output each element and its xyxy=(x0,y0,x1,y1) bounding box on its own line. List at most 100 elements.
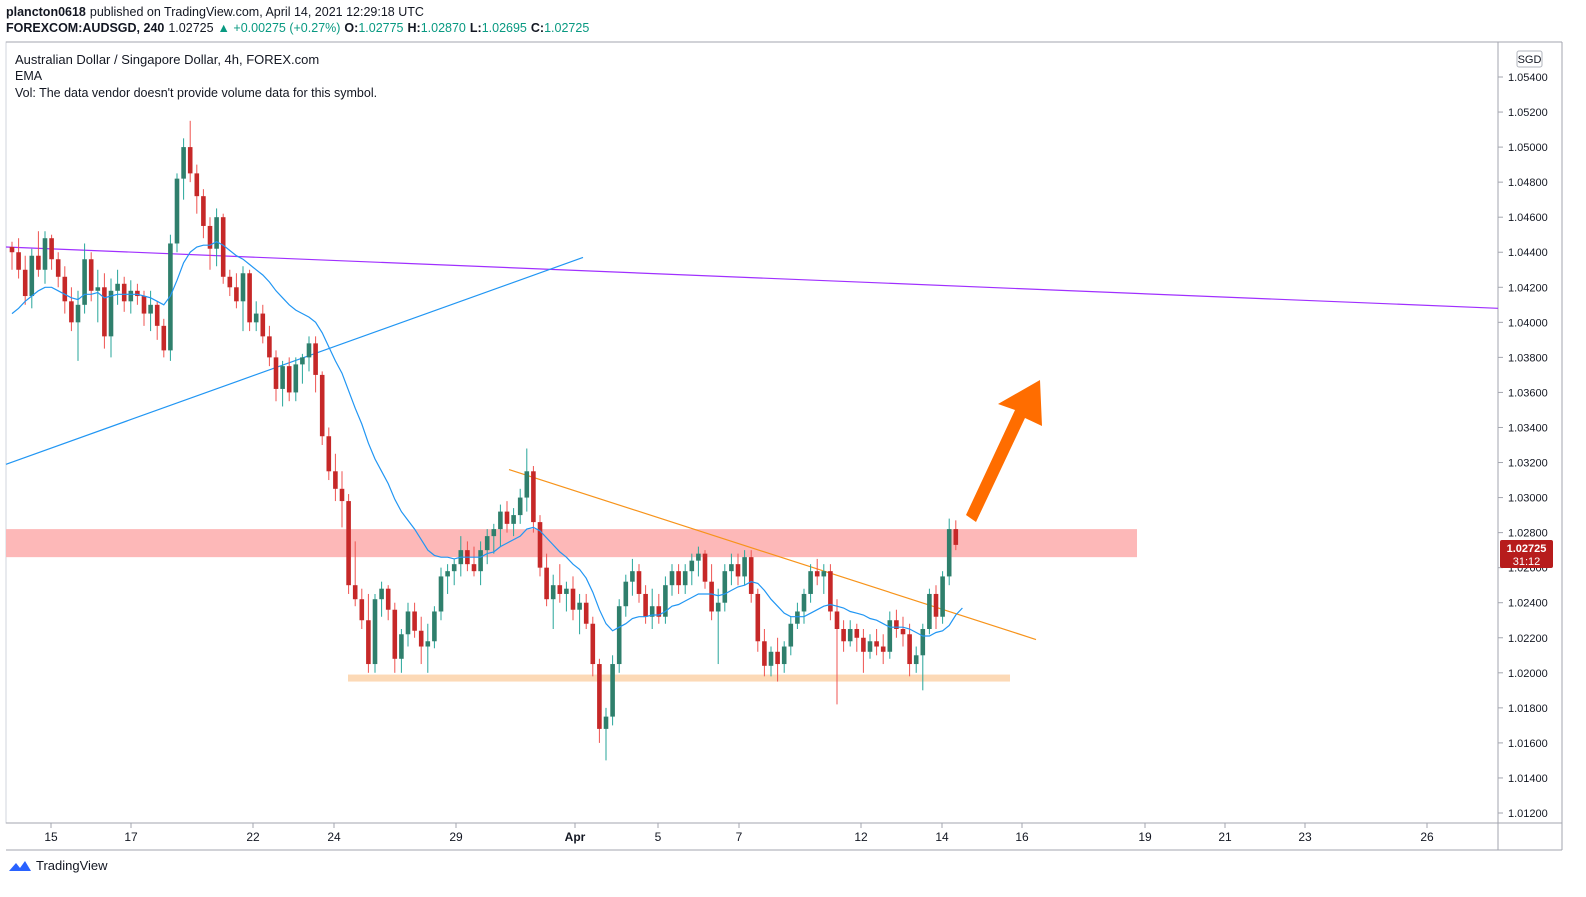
candle xyxy=(88,252,94,302)
candle xyxy=(187,120,193,183)
candle xyxy=(9,241,15,270)
candle xyxy=(372,593,378,673)
candle xyxy=(227,269,233,297)
candle xyxy=(788,616,794,656)
candle-body xyxy=(524,471,530,498)
candle-body xyxy=(42,238,48,270)
candle xyxy=(517,488,523,524)
candle xyxy=(247,269,252,332)
candle-body xyxy=(874,641,879,647)
tradingview-brand[interactable]: TradingView xyxy=(8,858,108,873)
candle xyxy=(953,520,959,551)
candle xyxy=(141,290,147,326)
candle-body xyxy=(399,634,404,659)
y-tick-label: 1.03400 xyxy=(1508,422,1548,434)
candle-body xyxy=(636,571,642,594)
candle xyxy=(240,266,246,332)
candle xyxy=(874,629,879,656)
candle xyxy=(260,304,266,344)
candle xyxy=(346,494,351,594)
candle-body xyxy=(405,611,411,635)
candle xyxy=(841,620,846,652)
candle xyxy=(201,189,206,239)
candle-body xyxy=(273,357,279,389)
candle xyxy=(913,646,919,673)
support-zone[interactable] xyxy=(348,674,1010,682)
x-tick-label: 14 xyxy=(935,830,949,844)
plot-frame xyxy=(5,41,1499,824)
candle-body xyxy=(115,283,120,291)
candle-body xyxy=(933,593,939,617)
candle-body xyxy=(517,497,523,516)
candle-body xyxy=(867,641,873,652)
candle-body xyxy=(418,630,424,647)
x-tick-label: 23 xyxy=(1298,830,1312,844)
candle-body xyxy=(359,599,365,621)
candle xyxy=(623,574,629,617)
candle xyxy=(95,269,101,323)
candle-body xyxy=(451,564,457,572)
candle-body xyxy=(62,276,68,302)
y-tick-label: 1.03600 xyxy=(1508,387,1548,399)
candle xyxy=(808,564,813,603)
candle-body xyxy=(953,529,959,545)
candle xyxy=(379,581,384,617)
candle-body xyxy=(379,588,384,600)
candle xyxy=(649,588,655,629)
candle-body xyxy=(207,225,213,249)
high-label: H: xyxy=(407,21,421,35)
symbol-label: FOREXCOM:AUDSGD, 240 xyxy=(6,21,165,35)
x-tick-label: Apr xyxy=(565,830,586,844)
y-tick-label: 1.03200 xyxy=(1508,458,1548,470)
candle xyxy=(544,553,549,607)
candle-body xyxy=(234,287,239,302)
candle-body xyxy=(788,623,794,647)
candle xyxy=(676,564,681,594)
candle-body xyxy=(570,588,576,610)
candle-body xyxy=(610,664,615,717)
candle-body xyxy=(768,651,774,666)
candle xyxy=(511,508,516,537)
candle xyxy=(907,623,912,677)
resistance-zone[interactable] xyxy=(6,529,1137,558)
candle-body xyxy=(214,217,219,249)
candle-body xyxy=(306,343,312,358)
candle xyxy=(610,655,615,726)
descending-trendline-orange[interactable] xyxy=(508,468,1037,641)
candle-body xyxy=(498,511,503,530)
candle xyxy=(174,173,180,253)
candle xyxy=(214,208,219,267)
candle xyxy=(834,599,840,705)
candle xyxy=(392,602,398,673)
currency-box[interactable] xyxy=(1516,50,1543,68)
candle-body xyxy=(663,585,668,617)
descending-trendline-purple[interactable] xyxy=(5,246,1499,309)
candle-body xyxy=(676,571,681,586)
legend-ema[interactable]: EMA xyxy=(15,69,43,83)
x-tick-label: 17 xyxy=(124,830,138,844)
candle-body xyxy=(220,217,226,277)
candle xyxy=(630,558,635,596)
candle-body xyxy=(253,313,259,323)
candle xyxy=(451,558,457,586)
ascending-trendline-blue[interactable] xyxy=(5,256,584,465)
open-label: O: xyxy=(344,21,359,35)
publish-header: plancton0618 published on TradingView.co… xyxy=(6,4,589,36)
candle-body xyxy=(366,620,371,665)
candle xyxy=(636,564,642,603)
candle-body xyxy=(669,571,675,586)
candle xyxy=(583,593,589,629)
candle-body xyxy=(913,655,919,665)
candle xyxy=(696,546,701,577)
candle xyxy=(319,371,325,445)
candle xyxy=(300,353,305,384)
candle xyxy=(16,238,21,279)
y-tick-label: 1.02800 xyxy=(1508,528,1548,540)
bullish-arrow[interactable] xyxy=(966,380,1042,522)
author-name[interactable]: plancton0618 xyxy=(6,5,86,19)
candle xyxy=(702,550,708,589)
candle-body xyxy=(194,173,200,197)
candle xyxy=(418,616,424,665)
candle-body xyxy=(623,581,629,607)
